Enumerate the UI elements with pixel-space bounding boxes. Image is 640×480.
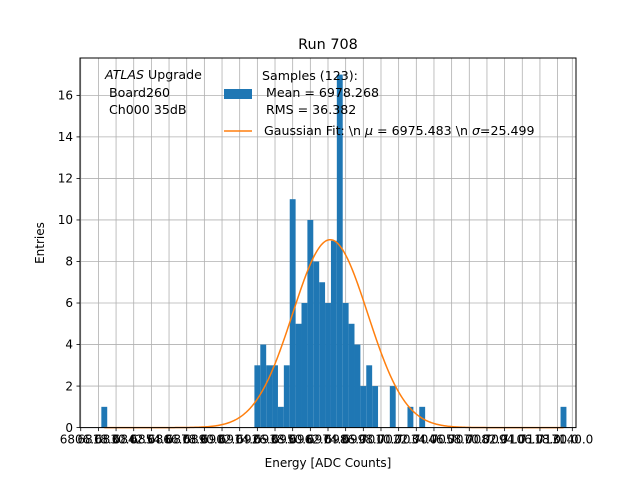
x-tick-label-26: 7118.0 — [519, 433, 561, 447]
x-tick-label-6: 6878.0 — [166, 433, 208, 447]
histogram-bar-6 — [283, 365, 290, 428]
x-tick-label-25: 7106.0 — [501, 433, 543, 447]
x-tick-label-22: 7070.0 — [448, 433, 490, 447]
legend-fit-sigma: σ — [472, 123, 481, 138]
x-tick-label-7: 6890.0 — [183, 433, 225, 447]
legend-fit-text: Gaussian Fit: \n μ = 6975.483 \n σ=25.49… — [264, 123, 535, 138]
y-tick-label-6: 12 — [58, 172, 73, 186]
x-tick-label-5: 6866.0 — [148, 433, 190, 447]
histogram-bar-11 — [313, 261, 320, 428]
y-tick-label-0: 0 — [65, 421, 73, 435]
histogram-bar-4 — [272, 365, 278, 428]
x-tick-label-17: 7010.0 — [360, 433, 402, 447]
y-tick-label-5: 10 — [58, 213, 73, 227]
y-tick-label-3: 6 — [65, 296, 73, 310]
annotation-upgrade: Upgrade — [144, 67, 202, 82]
x-tick-label-3: 6842.0 — [113, 433, 155, 447]
atlas-annotation: ATLAS Upgrade Board260 Ch000 35dB — [104, 67, 202, 117]
x-tick-label-24: 7094.0 — [484, 433, 526, 447]
histogram-bar-21 — [372, 386, 379, 428]
histogram-bar-0 — [101, 406, 108, 428]
histogram-bar-1 — [254, 365, 261, 428]
x-tick-label-0: 6806.0 — [60, 433, 102, 447]
x-tick-label-21: 7058.0 — [431, 433, 473, 447]
y-tick-label-1: 2 — [65, 379, 73, 393]
histogram-bar-22 — [389, 386, 396, 428]
histogram-bar-2 — [260, 344, 267, 428]
x-tick-label-13: 6962.0 — [289, 433, 331, 447]
x-tick-label-16: 6998.0 — [342, 433, 384, 447]
annotation-atlas: ATLAS — [104, 67, 144, 82]
x-tick-label-14: 6974.0 — [307, 433, 349, 447]
x-tick-label-10: 6926.0 — [236, 433, 278, 447]
legend-swatch-samples — [224, 89, 252, 99]
histogram-bar-12 — [319, 282, 326, 428]
y-tick-label-4: 8 — [65, 255, 73, 269]
legend-fit-part-3: =25.499 — [480, 123, 535, 138]
histogram-bar-18 — [354, 344, 361, 428]
x-tick-label-12: 6950.0 — [272, 433, 314, 447]
x-tick-label-19: 7034.0 — [395, 433, 437, 447]
x-tick-label-1: 6818.0 — [77, 433, 119, 447]
histogram-bar-9 — [301, 303, 308, 428]
histogram-bar-3 — [266, 365, 273, 428]
legend-samples-line-3: RMS = 36.382 — [262, 102, 356, 117]
histogram-bar-14 — [330, 240, 337, 428]
histogram-bar-25 — [560, 406, 567, 428]
x-tick-label-28: 7140.0 — [551, 433, 593, 447]
histogram-bar-8 — [295, 323, 302, 428]
x-axis-label: Energy [ADC Counts] — [265, 456, 392, 470]
x-tick-label-9: 6914.0 — [219, 433, 261, 447]
x-tick-label-27: 7130.0 — [537, 433, 579, 447]
x-tick-label-4: 6854.0 — [130, 433, 172, 447]
chart-title: Run 708 — [298, 37, 358, 53]
histogram-bar-13 — [325, 303, 331, 428]
legend-samples-line-1: Samples (123): — [262, 68, 358, 83]
y-tick-label-8: 16 — [58, 89, 73, 103]
histogram-bar-17 — [348, 323, 355, 428]
y-axis-label: Entries — [33, 222, 47, 264]
histogram-bar-15 — [336, 74, 343, 428]
y-tick-label-7: 14 — [58, 130, 73, 144]
histogram-bar-5 — [277, 406, 284, 428]
legend-samples-line-2: Mean = 6978.268 — [262, 85, 379, 100]
y-axis-ticks: 0 2 4 6 8 10 12 14 16 — [58, 89, 80, 435]
histogram-bar-16 — [342, 303, 349, 428]
legend: Samples (123): Mean = 6978.268 RMS = 36.… — [224, 68, 535, 138]
histogram-bar-10 — [307, 219, 314, 428]
annotation-line-3: Ch000 35dB — [105, 102, 186, 117]
histogram-bar-19 — [360, 386, 367, 428]
legend-fit-mu: μ — [364, 123, 373, 138]
y-tick-label-2: 4 — [65, 338, 73, 352]
histogram-bar-23 — [407, 406, 414, 428]
x-tick-label-18: 7022.0 — [378, 433, 420, 447]
x-axis-ticks: 6806.06818.06830.06842.06854.06866.06878… — [60, 427, 593, 447]
annotation-line-2: Board260 — [105, 85, 170, 100]
histogram-bar-20 — [366, 365, 373, 428]
x-tick-label-11: 6938.0 — [254, 433, 296, 447]
annotation-line-1: ATLAS Upgrade — [104, 67, 202, 82]
legend-fit-part-1: Gaussian Fit: \n — [264, 123, 365, 138]
x-tick-label-23: 7082.0 — [466, 433, 508, 447]
x-tick-label-8: 6902.0 — [201, 433, 243, 447]
x-tick-label-20: 7046.0 — [413, 433, 455, 447]
histogram-bar-24 — [419, 406, 426, 428]
x-tick-label-2: 6830.0 — [95, 433, 137, 447]
x-tick-label-15: 6986.0 — [325, 433, 367, 447]
legend-fit-part-2: = 6975.483 \n — [373, 123, 472, 138]
